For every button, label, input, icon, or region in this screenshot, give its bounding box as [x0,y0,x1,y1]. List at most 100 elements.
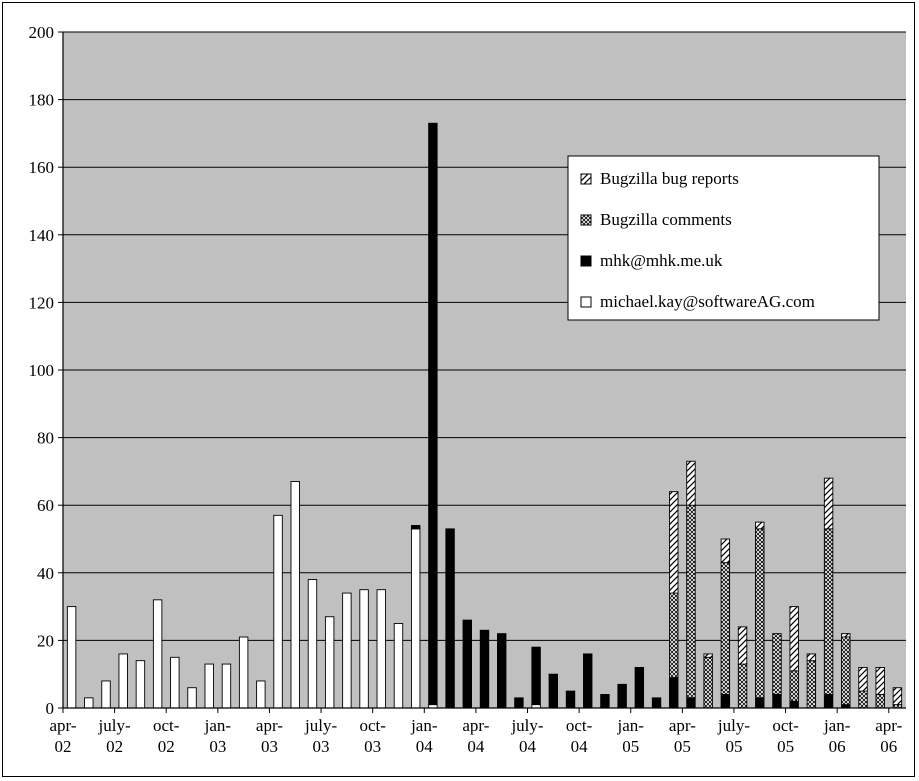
bar-michael-kay [273,514,283,709]
y-tick-label: 120 [29,293,55,312]
x-tick-label-month: apr- [669,716,696,735]
bar-bugzilla-reports [892,687,903,706]
legend-label: mhk@mhk.me.uk [600,251,723,270]
bar-bugzilla-comments [806,660,817,709]
y-tick-label: 40 [37,564,54,583]
y-tick-label: 180 [29,91,55,110]
x-tick-label: jan- 05 [617,716,645,756]
bar-michael-kay [204,663,214,709]
y-tick-label: 0 [46,699,55,718]
x-tick-label-month: apr- [462,716,489,735]
bar-mhk [462,619,472,709]
legend-swatch [580,173,592,185]
bar-bugzilla-reports [806,653,817,662]
x-tick-label-year: 05 [725,737,742,756]
x-tick-label-year: 02 [106,737,123,756]
y-tick-label: 100 [29,361,55,380]
x-tick-label-year: 04 [467,737,485,756]
x-tick-label-year: 02 [55,737,72,756]
bar-michael-kay [256,680,266,709]
x-tick-label-month: jan- [823,716,851,735]
x-tick-label-year: 04 [571,737,589,756]
legend-item-comments: Bugzilla comments [580,210,732,229]
legend-swatch [580,255,592,267]
x-tick-label: oct- 04 [566,716,593,756]
bar-bugzilla-comments [703,656,713,709]
bar-mhk [651,697,662,709]
x-tick-label: apr- 05 [669,716,696,756]
bar-michael-kay [66,606,77,709]
bar-mhk [686,697,696,709]
x-tick-label-month: jan- [204,716,232,735]
bar-bugzilla-comments [669,592,679,679]
bar-michael-kay [221,663,232,709]
bar-bugzilla-comments [789,670,799,702]
bar-bugzilla-comments [737,663,748,709]
legend-swatch [580,214,592,226]
x-tick-label-year: 05 [622,737,639,756]
x-tick-label-month: july- [98,716,131,735]
bar-michael-kay [307,579,318,709]
x-tick-label: jan- 06 [823,716,851,756]
bar-bugzilla-comments [823,528,834,695]
bar-mhk [617,683,627,709]
x-tick-label-month: july- [510,716,543,735]
y-tick-label: 200 [29,23,55,42]
bar-michael-kay [359,589,369,709]
bar-mhk [531,646,541,706]
bar-mhk [514,697,524,709]
x-tick-label-year: 02 [158,737,175,756]
x-tick-label: apr- 03 [256,716,283,756]
bar-mhk [772,694,782,709]
bar-mhk [789,700,799,709]
x-tick-label-month: oct- [359,716,386,735]
bar-michael-kay [393,623,404,709]
bar-mhk [669,677,679,709]
x-tick-label: july- 03 [304,716,337,756]
bar-bugzilla-comments [686,504,696,699]
x-tick-label: oct- 05 [772,716,799,756]
bar-bugzilla-reports [858,666,868,692]
bar-mhk [497,633,507,709]
bar-michael-kay [290,481,300,709]
x-tick-label-month: oct- [153,716,180,735]
bar-michael-kay [101,680,111,709]
axes [58,31,906,713]
bar-bugzilla-comments [875,694,885,709]
bar-bugzilla-reports [703,653,713,658]
legend-box [567,155,880,321]
bar-mhk [634,666,645,709]
bar-michael-kay [118,653,128,709]
bar-michael-kay [170,656,180,709]
bar-bugzilla-reports [875,666,885,695]
bar-michael-kay [238,636,249,709]
bar-bugzilla-comments [755,528,765,699]
x-tick-labels: apr-02july-02oct-02jan-03apr-03july-03oc… [49,716,902,756]
bar-mhk [445,528,455,709]
x-tick-label: july- 02 [98,716,131,756]
bar-bugzilla-comments [858,690,868,709]
x-tick-label-year: 03 [313,737,330,756]
x-tick-label-year: 03 [209,737,226,756]
bar-mhk [583,653,593,709]
x-tick-label-year: 06 [829,737,846,756]
bar-mhk [548,673,559,709]
bar-mhk [600,694,610,709]
x-tick-label-year: 04 [416,737,434,756]
x-tick-label: jan- 04 [410,716,438,756]
x-tick-label-year: 03 [261,737,278,756]
bar-bugzilla-reports [789,606,799,672]
y-tick-label: 140 [29,226,55,245]
bar-mhk [823,694,834,709]
x-tick-label: oct- 03 [359,716,386,756]
bar-bugzilla-reports [841,633,851,638]
x-tick-label: apr- 02 [49,716,76,756]
bar-mhk [479,629,490,709]
bar-michael-kay [324,616,335,709]
bar-mhk [720,694,731,709]
y-tick-label: 20 [37,631,54,650]
bar-mhk [565,690,576,709]
x-tick-label: july- 05 [717,716,750,756]
x-tick-label: jan- 03 [204,716,232,756]
x-tick-label-month: jan- [410,716,438,735]
